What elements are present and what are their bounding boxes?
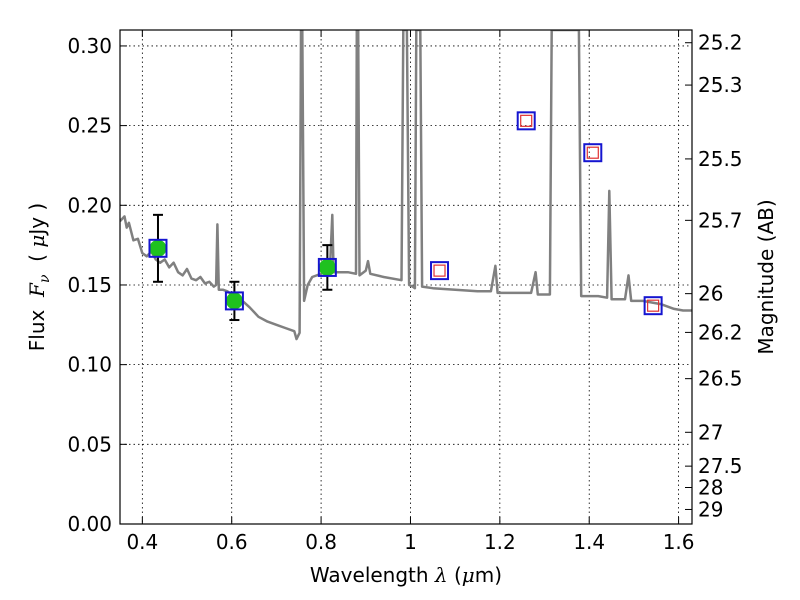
magnitude-tick-label: 25.2 [698, 31, 743, 55]
x-tick-label: 0.4 [126, 530, 158, 554]
plot-background [120, 30, 692, 524]
model-band-markers [148, 111, 663, 316]
model-band-square [224, 291, 244, 311]
axis-ticks: 0.4 0.6 0.8 1 1.2 1.4 1.6 0.00 0.05 0.10 0.15 0.20 0… [67, 30, 743, 554]
x-axis-title: Wavelength λ (μm) [310, 563, 502, 587]
model-band-square [317, 257, 337, 277]
detection-point [149, 239, 167, 257]
detection-point [318, 258, 336, 276]
x-tick-label: 1.6 [663, 530, 695, 554]
plot-frame [119, 29, 693, 525]
magnitude-axis-title: Magnitude (AB) [754, 199, 778, 354]
magnitude-tick-label: 27 [698, 420, 723, 444]
upper-limit-square [586, 146, 599, 159]
magnitude-tick-label: 26 [698, 282, 723, 306]
model-spectrum-line [120, 30, 692, 341]
detection-points [149, 239, 336, 310]
y-axis-title: Flux Fν ( μJy ) [25, 203, 53, 351]
y-tick-label: 0.10 [67, 353, 112, 377]
model-band-square [643, 296, 663, 316]
x-tick-label: 0.6 [216, 530, 248, 554]
magnitude-tick-label: 26.5 [698, 367, 743, 391]
detection-point [225, 292, 243, 310]
y-tick-label: 0.15 [67, 273, 112, 297]
magnitude-tick-label: 25.3 [698, 73, 743, 97]
y-tick-label: 0.00 [67, 512, 112, 536]
y-tick-label: 0.05 [67, 432, 112, 456]
upper-limit-square [520, 114, 533, 127]
y-tick-label: 0.30 [67, 34, 112, 58]
magnitude-tick-label: 27.5 [698, 454, 743, 478]
model-band-square [516, 111, 536, 131]
upper-limit-square [433, 264, 446, 277]
magnitude-tick-label: 25.5 [698, 147, 743, 171]
y-tick-label: 0.20 [67, 193, 112, 217]
magnitude-tick-label: 28 [698, 475, 723, 499]
x-tick-label: 1.4 [573, 530, 605, 554]
x-tick-label: 1 [404, 530, 417, 554]
y-tick-label: 0.25 [67, 114, 112, 138]
magnitude-tick-label: 26.2 [698, 320, 743, 344]
x-tick-label: 1.2 [484, 530, 516, 554]
upper-limit-markers [433, 114, 660, 312]
model-band-square [148, 238, 168, 258]
magnitude-tick-label: 29 [698, 497, 723, 521]
model-band-square [583, 143, 603, 163]
model-band-square [430, 261, 450, 281]
x-tick-label: 0.8 [305, 530, 337, 554]
magnitude-tick-label: 25.7 [698, 208, 743, 232]
upper-limit-square [647, 299, 660, 312]
